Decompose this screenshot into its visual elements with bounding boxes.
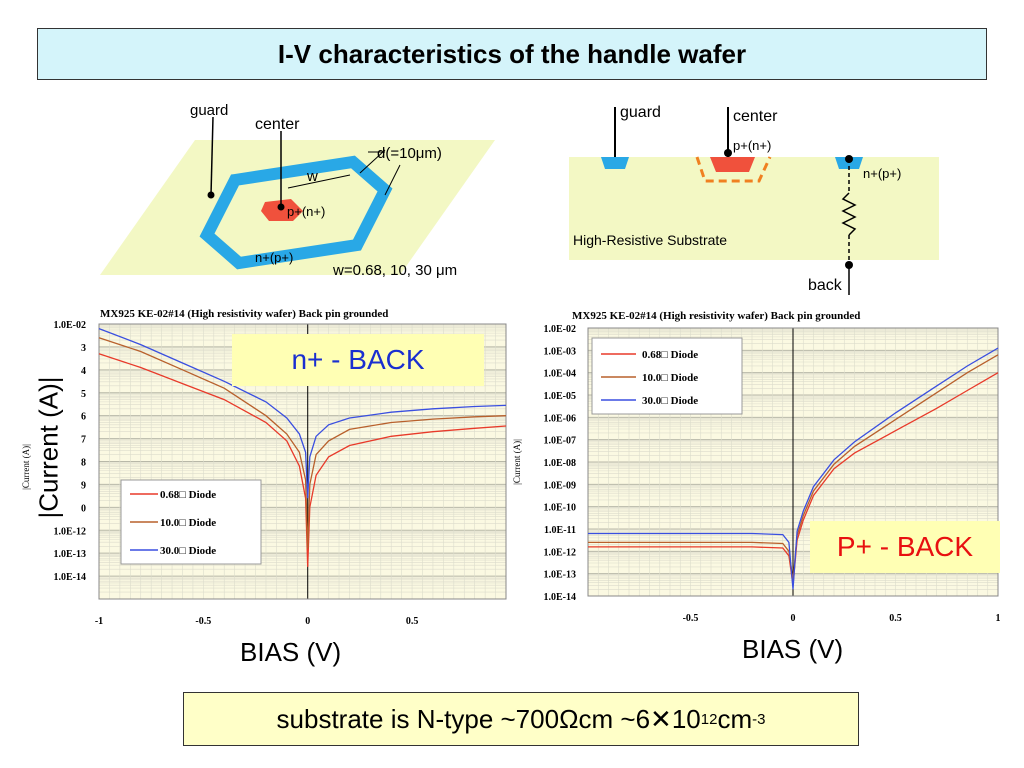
y-tick-label: 1.0E-13 (54, 549, 87, 560)
legend-entry-10: 10.0□ Diode (160, 517, 216, 529)
series-line-2 (98, 327, 507, 499)
p-label: p+(n+) (287, 204, 325, 219)
y-tick-label: 1.0E-09 (544, 480, 577, 491)
center-label: center (255, 116, 300, 133)
x-tick-label: 1 (996, 613, 1001, 624)
x-tick-label: 0 (305, 616, 310, 627)
x-tick-label: -0.5 (683, 613, 699, 624)
big-y-axis-text: |Current (A)| (33, 376, 64, 519)
left-structure-diagram: guard center d(=10μm) w p+(n+) n+(p+) w=… (100, 102, 495, 279)
y-tick-label: 9 (81, 480, 86, 491)
p-back-label: P+ - BACK (836, 531, 974, 562)
y-tick-label: 1.0E-13 (544, 570, 577, 581)
w-values-label: w=0.68, 10, 30 μm (332, 262, 457, 279)
note-exp1: 12 (700, 710, 718, 728)
x-axis-label-left: BIAS (V) (240, 637, 342, 667)
legend-entry-10: 10.0□ Diode (642, 372, 698, 384)
y-tick-label: 1.0E-08 (544, 458, 577, 469)
x-tick-label: -0.5 (195, 616, 211, 627)
note-exp2: -3 (752, 710, 766, 728)
d-label: d(=10μm) (377, 145, 442, 162)
legend: 0.68□ Diode 10.0□ Diode 30.0□ Diode (591, 337, 743, 415)
p-back-label-box: P+ - BACK (810, 521, 1000, 573)
legend-entry-068: 0.68□ Diode (642, 349, 698, 361)
right-iv-chart: MX925 KE-02#14 (High resistivity wafer) … (512, 310, 1001, 624)
guard-implant (601, 157, 629, 169)
y-axis-label-small: |Current (A)| (512, 439, 522, 485)
legend-entry-30: 30.0□ Diode (160, 545, 216, 557)
series-line-0 (588, 372, 999, 585)
legend-entry-30: 30.0□ Diode (642, 395, 698, 407)
resistor-symbol (841, 192, 857, 236)
note-cm: cm ~6 (578, 703, 651, 734)
n-label: n+(p+) (863, 166, 901, 181)
y-tick-label: 1.0E-12 (544, 547, 577, 558)
depletion-region (695, 156, 772, 183)
guard-ring (199, 155, 393, 270)
y-tick-label: 1.0E-02 (544, 324, 577, 335)
x-axis-label-right: BIAS (V) (742, 634, 844, 664)
note-ten: 10 (671, 703, 701, 734)
y-axis-label-small: |Current (A)| (21, 444, 31, 490)
title-box: I-V characteristics of the handle wafer (37, 28, 987, 80)
note-unit: cm (717, 703, 753, 734)
guard-label: guard (190, 102, 228, 119)
legend: 0.68□ Diode 10.0□ Diode 30.0□ Diode (120, 479, 262, 565)
legend-entry-068: 0.68□ Diode (160, 489, 216, 501)
note-times: ✕ (650, 703, 672, 734)
y-tick-label: 4 (81, 366, 86, 377)
substrate-block (569, 157, 939, 260)
plot-frame (98, 323, 507, 600)
y-tick-label: 0 (81, 503, 86, 514)
substrate-label: High-Resistive Substrate (573, 232, 727, 248)
n-back-label: n+ - BACK (291, 344, 425, 375)
page-title: I-V characteristics of the handle wafer (277, 38, 747, 69)
x-tick-label: 0.5 (406, 616, 419, 627)
chart-header: MX925 KE-02#14 (High resistivity wafer) … (100, 308, 388, 320)
y-tick-label: 7 (81, 435, 86, 446)
y-tick-label: 1.0E-12 (54, 526, 87, 537)
x-tick-label: 0.5 (889, 613, 902, 624)
w-label: w (306, 168, 318, 185)
y-tick-label: 1.0E-04 (544, 369, 577, 380)
guard-label: guard (620, 104, 661, 121)
x-tick-label: -1 (95, 616, 103, 627)
back-label: back (808, 277, 843, 294)
series-line-0 (98, 353, 507, 567)
y-tick-label: 8 (81, 458, 86, 469)
y-tick-label: 6 (81, 412, 86, 423)
p-label: p+(n+) (733, 138, 771, 153)
y-tick-label: 1.0E-06 (544, 413, 577, 424)
y-tick-label: 1.0E-10 (544, 503, 577, 514)
x-tick-label: 0 (791, 613, 796, 624)
series-line-1 (588, 354, 999, 581)
chart-header: MX925 KE-02#14 (High resistivity wafer) … (572, 310, 860, 322)
series-line-2 (588, 347, 999, 590)
y-tick-label: 1.0E-07 (544, 436, 577, 447)
right-cross-section-diagram: guard center p+(n+) n+(p+) High-Resistiv… (569, 104, 939, 295)
y-tick-label: 1.0E-14 (54, 572, 87, 583)
center-implant (710, 157, 755, 172)
y-tick-label: 1.0E-03 (544, 346, 577, 357)
plot-frame (587, 327, 999, 597)
center-label: center (733, 108, 778, 125)
series-line-1 (98, 337, 507, 549)
note-pre: substrate is N-type ~700 (276, 703, 560, 734)
n-label: n+(p+) (255, 250, 293, 265)
n-back-label-box: n+ - BACK (232, 334, 484, 386)
y-tick-label: 1.0E-14 (544, 592, 577, 603)
y-tick-label: 1.0E-11 (544, 525, 576, 536)
y-tick-label: 3 (81, 343, 86, 354)
y-tick-label: 5 (81, 389, 86, 400)
y-tick-label: 1.0E-02 (54, 320, 87, 331)
note-omega: Ω (559, 703, 579, 734)
y-tick-label: 1.0E-05 (544, 391, 577, 402)
